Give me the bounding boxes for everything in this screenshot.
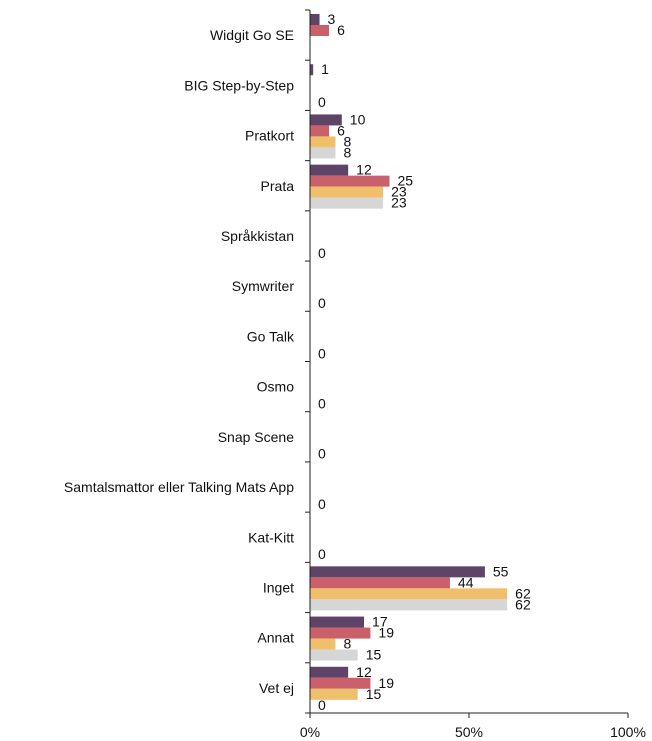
data-label: 6 bbox=[337, 122, 345, 138]
data-label: 15 bbox=[366, 647, 382, 663]
data-label: 0 bbox=[318, 697, 326, 713]
bar bbox=[310, 677, 371, 689]
data-label: 0 bbox=[318, 546, 326, 562]
x-tick-label: 0% bbox=[300, 724, 320, 740]
category-label: Go Talk bbox=[247, 328, 295, 344]
data-label: 8 bbox=[343, 636, 351, 652]
category-label: Samtalsmattor eller Talking Mats App bbox=[64, 479, 294, 495]
data-label: 23 bbox=[391, 195, 407, 211]
data-label: 17 bbox=[372, 614, 388, 630]
data-label: 0 bbox=[318, 446, 326, 462]
bars-layer bbox=[310, 14, 508, 700]
bar bbox=[310, 14, 320, 25]
bar bbox=[310, 136, 336, 148]
data-label: 1 bbox=[321, 61, 329, 77]
data-label: 6 bbox=[337, 22, 345, 38]
category-label: Pratkort bbox=[245, 128, 294, 144]
data-label: 8 bbox=[343, 133, 351, 149]
data-label: 25 bbox=[398, 173, 414, 189]
data-label: 0 bbox=[318, 295, 326, 311]
x-tick-label: 100% bbox=[610, 724, 646, 740]
data-label: 55 bbox=[493, 563, 509, 579]
bar bbox=[310, 627, 371, 639]
data-label: 23 bbox=[391, 184, 407, 200]
data-label: 8 bbox=[343, 144, 351, 160]
bar bbox=[310, 577, 450, 589]
category-label: Språkkistan bbox=[221, 228, 294, 244]
category-label: Vet ej bbox=[259, 680, 294, 696]
bar bbox=[310, 638, 336, 650]
data-label: 0 bbox=[318, 396, 326, 412]
data-label: 15 bbox=[366, 686, 382, 702]
category-label: Symwriter bbox=[232, 278, 295, 294]
category-labels-layer: Widgit Go SE BIG Step-by-Step Pratkort Prat… bbox=[64, 27, 295, 696]
bar bbox=[310, 588, 508, 600]
bar bbox=[310, 599, 508, 611]
data-label: 62 bbox=[515, 585, 531, 601]
data-label: 19 bbox=[378, 625, 394, 641]
data-labels-layer: 3610106881225232300000005544626217198151… bbox=[318, 11, 531, 713]
bar bbox=[310, 616, 365, 628]
category-label: Prata bbox=[261, 178, 295, 194]
category-label: Widgit Go SE bbox=[210, 27, 294, 43]
bar bbox=[310, 164, 349, 176]
category-label: Snap Scene bbox=[218, 429, 294, 445]
bar bbox=[310, 666, 349, 678]
data-label: 0 bbox=[318, 245, 326, 261]
category-label: Osmo bbox=[257, 379, 295, 395]
category-label: BIG Step-by-Step bbox=[184, 77, 294, 93]
data-label: 10 bbox=[350, 111, 366, 127]
data-label: 62 bbox=[515, 596, 531, 612]
bar bbox=[310, 175, 390, 187]
axes-layer: 0% 50% 100% bbox=[300, 9, 646, 740]
bar bbox=[310, 25, 330, 36]
data-label: 12 bbox=[356, 162, 372, 178]
bar bbox=[310, 197, 384, 209]
data-label: 0 bbox=[318, 496, 326, 512]
data-label: 12 bbox=[356, 664, 372, 680]
data-label: 19 bbox=[378, 675, 394, 691]
data-label: 3 bbox=[328, 11, 336, 27]
bar bbox=[310, 566, 485, 578]
category-label: Kat-Kitt bbox=[248, 529, 294, 545]
bar bbox=[310, 114, 342, 126]
data-label: 44 bbox=[458, 574, 474, 590]
bar bbox=[310, 64, 314, 76]
category-label: Inget bbox=[263, 579, 294, 595]
bar bbox=[310, 147, 336, 159]
bar bbox=[310, 125, 330, 137]
x-tick-label: 50% bbox=[455, 724, 483, 740]
bar bbox=[310, 186, 384, 198]
bar bbox=[310, 649, 358, 661]
data-label: 0 bbox=[318, 345, 326, 361]
bar bbox=[310, 688, 358, 700]
data-label: 0 bbox=[318, 94, 326, 110]
category-label: Annat bbox=[257, 630, 294, 646]
